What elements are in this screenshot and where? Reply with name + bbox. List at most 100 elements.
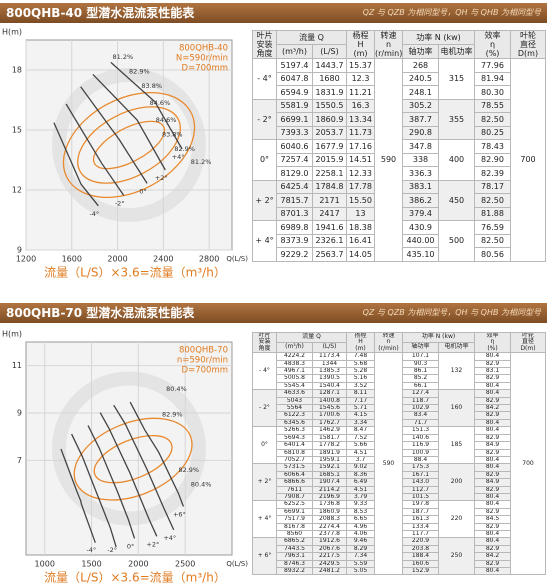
data-cell: 383.1	[402, 179, 439, 194]
data-cell: 82.9	[474, 433, 512, 443]
motor-cell: 160	[438, 389, 476, 428]
data-cell: 116.9	[402, 441, 440, 450]
data-cell: 386.2	[402, 193, 439, 208]
header-cell: 轴功率	[402, 342, 440, 354]
data-row: + 2° 5731.5 1592.1 9.02 175.3 200 80.4	[252, 463, 546, 502]
data-cell: 1462.9	[311, 426, 348, 435]
data-cell: 5.66	[346, 441, 376, 450]
data-cell: 82.9	[474, 507, 512, 517]
data-row: - 4° 4224.2 1173.4 7.48 590 107.1 132 80.4 700	[252, 352, 547, 576]
data-cell: 338	[402, 152, 439, 167]
motor-cell: 200	[438, 463, 476, 502]
data-cell: 387.7	[402, 112, 439, 127]
header-text: 叶轮	[520, 31, 536, 41]
header-text: n	[386, 338, 391, 346]
data-cell: 66.1	[402, 381, 440, 391]
y-tick-label: 18	[12, 66, 22, 75]
data-cell: 8373.9	[276, 233, 313, 248]
header-text: 扬程	[354, 332, 367, 339]
data-cell: 336.3	[402, 166, 439, 181]
head-curve	[129, 401, 185, 507]
data-cell: 1344	[311, 359, 348, 369]
data-cell: 80.30	[474, 85, 511, 100]
head-curve	[87, 425, 136, 539]
data-row: 6066.4 1685.1 8.36 167.1 82.9	[253, 470, 546, 480]
data-cell: 175.3	[402, 463, 440, 472]
data-cell: 8932.2	[276, 566, 313, 576]
x-tick-label: 1200	[16, 255, 36, 264]
data-cell: 84.5	[474, 515, 512, 524]
header-text: η	[490, 338, 495, 346]
data-cell: 5.71	[346, 404, 376, 413]
data-cell: 6866.6	[276, 478, 313, 487]
header-row: 叶片 安装 角度 流量 Q 杨程 H (m) 转速 n (r/min) 功率 N (kw) 效率 η (%…	[252, 30, 546, 59]
head-curve	[110, 61, 183, 150]
data-cell: 4224.2	[276, 352, 313, 361]
header-cell: 功率 N (kw)	[402, 331, 476, 344]
head-curve	[71, 433, 117, 548]
data-cell: 1860.9	[312, 112, 347, 127]
data-row: 6047.8 1680 12.3 240.5 81.94	[253, 71, 546, 86]
header-cell: 叶片 安装 角度	[252, 30, 277, 59]
data-cell: 1550.5	[312, 98, 347, 113]
data-cell: 1891.9	[311, 448, 348, 457]
legend-text: D=700mm	[182, 64, 228, 74]
data-cell: 86.1	[402, 367, 440, 376]
header-text: 转速	[380, 31, 397, 41]
data-cell: 6865.2	[276, 537, 313, 546]
data-cell: 15.37	[346, 58, 375, 73]
performance-table: 叶片 安装 角度 流量 Q 杨程 H (m) 转速 n (r/min) 功率 N (kw) 效率 η (%…	[252, 30, 546, 262]
data-cell: 101.5	[402, 492, 440, 502]
data-cell: 8.47	[346, 426, 376, 435]
data-cell: 1287.1	[311, 389, 348, 398]
data-cell: 2481.2	[311, 566, 348, 576]
data-row: 6699.1 1860.9 8.53 187.7 82.9	[253, 507, 546, 517]
angle-label: +6°	[173, 510, 186, 518]
data-cell: 1545.6	[311, 404, 348, 413]
x-axis-label: Q(L/S)	[226, 560, 248, 568]
y-axis-label: H(m)	[2, 28, 22, 37]
data-cell: 1540.4	[311, 381, 348, 391]
data-cell: 17.16	[346, 139, 375, 154]
header-text: (m)	[355, 344, 366, 352]
efficiency-contour	[73, 417, 193, 501]
y-axis-label: H(m)	[2, 330, 22, 339]
data-cell: 2114.2	[311, 485, 348, 494]
header-cell: 效率 η (%)	[474, 30, 511, 59]
chart-caption: 流量（L/S）×3.6=流量（m³/h）	[44, 571, 226, 585]
x-tick-label: 2400	[153, 255, 173, 264]
header-cell: 转速 n (r/min)	[374, 30, 403, 59]
chart-caption: 流量（L/S）×3.6=流量（m³/h）	[44, 266, 226, 280]
data-row: 0° 5266.3 1462.9 8.47 151.3 185 80.4	[252, 426, 546, 465]
motor-cell: 250	[438, 537, 476, 576]
data-cell: 9.33	[346, 500, 376, 509]
data-row: + 6° 6865.2 1912.6 9.46 220.9 250 80.4	[252, 537, 546, 576]
data-cell: 14.05	[346, 247, 375, 262]
data-row: + 4° 6252.5 1736.8 9.33 197.8 220 80.4	[252, 500, 546, 539]
motor-cell: 450	[438, 179, 475, 221]
data-cell: 17.78	[346, 179, 375, 194]
data-cell: 80.4	[474, 500, 512, 509]
data-cell: 82.9	[474, 544, 512, 554]
data-cell: 1400.8	[311, 396, 348, 406]
data-cell: 7611	[276, 485, 313, 494]
data-row: 7443.5 2067.6 8.29 203.8 82.9	[253, 544, 546, 554]
data-row: - 4° 5197.4 1443.7 15.37 590 268 315 77.96 700	[252, 58, 546, 262]
data-cell: 220.9	[402, 537, 440, 546]
data-cell: 8701.3	[276, 206, 313, 221]
data-cell: 4.51	[346, 448, 376, 457]
data-row: 6866.6 1907.4 6.49 143.0 84.9	[253, 478, 546, 487]
x-tick-label: 1000	[35, 560, 55, 569]
motor-cell: 400	[438, 139, 475, 181]
data-cell: 82.9	[474, 359, 512, 369]
angle-label: -4°	[86, 546, 96, 554]
data-cell: 1762.7	[311, 418, 348, 428]
header-cell: 电机功率	[438, 44, 475, 59]
data-cell: 84.2	[474, 404, 512, 413]
data-cell: 187.7	[402, 507, 440, 517]
data-cell: 6989.8	[276, 220, 313, 235]
header-text: D(m)	[520, 344, 536, 352]
data-cell: 160.6	[402, 559, 440, 569]
data-row: 7908.7 2196.9 3.79 101.5 80.4	[253, 492, 546, 502]
data-row: 4838.3 1344 5.68 90.3 82.9	[253, 359, 546, 369]
